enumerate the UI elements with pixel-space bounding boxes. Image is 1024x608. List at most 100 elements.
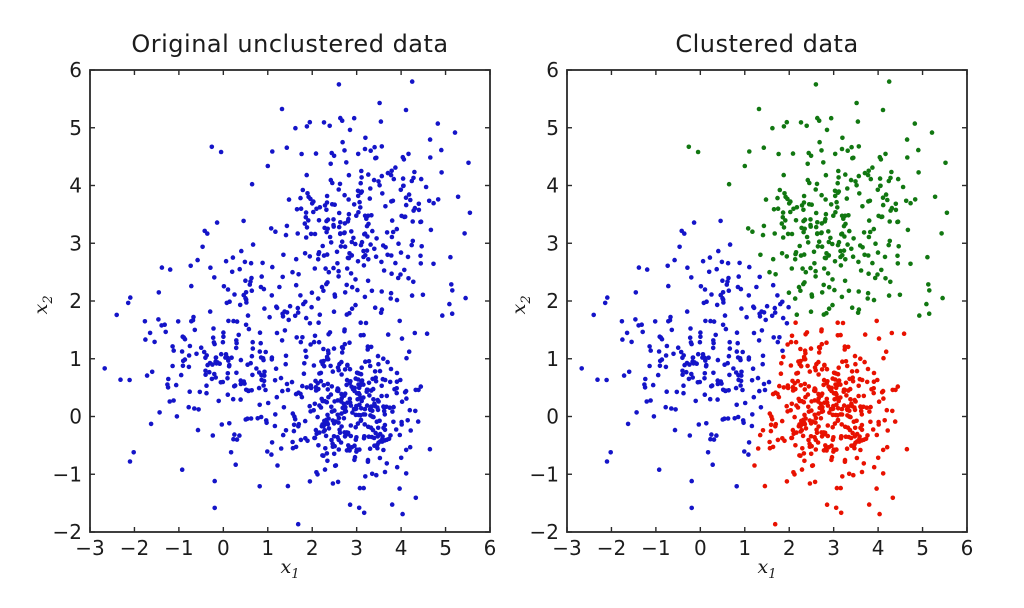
data-point <box>187 389 192 395</box>
data-point <box>389 168 395 174</box>
data-point <box>368 186 373 191</box>
data-point <box>868 176 874 182</box>
data-point <box>833 210 838 215</box>
data-point <box>871 297 877 303</box>
data-point <box>262 306 267 311</box>
data-point <box>391 176 397 182</box>
data-point <box>342 290 348 295</box>
data-point <box>847 376 852 382</box>
data-point <box>246 326 252 332</box>
data-point <box>173 382 179 388</box>
data-point <box>725 360 730 366</box>
data-point <box>202 228 207 234</box>
data-point <box>402 214 407 220</box>
data-point <box>757 274 762 280</box>
data-point <box>366 380 372 386</box>
data-point <box>364 248 370 253</box>
data-point <box>808 217 813 222</box>
data-point <box>867 229 873 235</box>
data-point <box>358 406 364 411</box>
data-point <box>413 387 419 393</box>
data-point <box>802 458 807 464</box>
data-point <box>800 266 805 271</box>
data-point <box>427 137 433 142</box>
data-point <box>314 206 319 212</box>
data-point <box>344 377 350 383</box>
data-point <box>281 405 287 410</box>
data-point <box>874 432 880 438</box>
data-point <box>940 295 945 301</box>
data-point <box>892 419 898 424</box>
data-point <box>258 355 264 360</box>
data-point <box>739 373 744 378</box>
data-point <box>836 175 841 180</box>
data-point <box>702 392 708 398</box>
data-point <box>895 219 901 224</box>
data-point <box>347 502 353 508</box>
data-point <box>381 356 386 362</box>
data-point <box>381 408 387 414</box>
data-point <box>284 223 290 229</box>
data-point <box>686 144 692 150</box>
data-point <box>343 408 349 414</box>
data-point <box>869 387 874 392</box>
data-point <box>335 261 340 266</box>
y-tick-label: 3 <box>69 231 82 255</box>
data-point <box>379 289 385 294</box>
data-point <box>374 236 379 241</box>
data-point <box>758 405 764 410</box>
data-point <box>191 314 196 320</box>
data-point <box>397 318 403 324</box>
data-point <box>284 381 290 387</box>
data-point <box>418 219 424 224</box>
data-point <box>391 404 396 410</box>
data-point <box>663 404 668 410</box>
data-point <box>742 163 748 169</box>
data-point <box>143 337 148 342</box>
data-point <box>663 353 669 358</box>
data-point <box>347 448 352 453</box>
data-point <box>195 427 201 433</box>
data-point <box>839 231 845 236</box>
data-point <box>308 383 314 388</box>
data-point <box>435 197 441 202</box>
data-point <box>210 335 216 341</box>
data-point <box>664 343 670 349</box>
data-point <box>731 366 736 371</box>
data-point <box>351 115 357 121</box>
data-point <box>411 279 416 285</box>
data-point <box>799 225 804 231</box>
data-point <box>889 330 895 336</box>
data-point <box>715 357 721 363</box>
data-point <box>814 430 820 436</box>
data-point <box>335 412 341 418</box>
data-point <box>262 373 267 378</box>
data-point <box>448 254 453 260</box>
data-point <box>452 130 458 135</box>
data-point <box>449 311 455 317</box>
data-point <box>302 361 307 366</box>
data-point <box>816 399 821 404</box>
data-point <box>304 124 310 129</box>
data-point <box>125 300 131 306</box>
data-point <box>875 250 881 255</box>
x-axis-label-right: x1 <box>757 556 777 582</box>
data-point <box>273 366 279 372</box>
data-point <box>736 274 741 279</box>
data-point <box>162 322 167 328</box>
data-point <box>420 292 426 298</box>
data-point <box>835 371 841 377</box>
data-point <box>856 439 862 444</box>
data-point <box>813 274 818 279</box>
data-point <box>204 353 209 358</box>
data-point <box>170 363 175 369</box>
data-point <box>163 329 168 335</box>
data-point <box>824 448 829 453</box>
data-point <box>389 502 395 507</box>
data-point <box>850 254 856 259</box>
data-point <box>850 155 855 161</box>
data-point <box>711 319 717 324</box>
data-point <box>221 284 227 289</box>
data-point <box>784 254 790 259</box>
data-point <box>390 409 395 414</box>
